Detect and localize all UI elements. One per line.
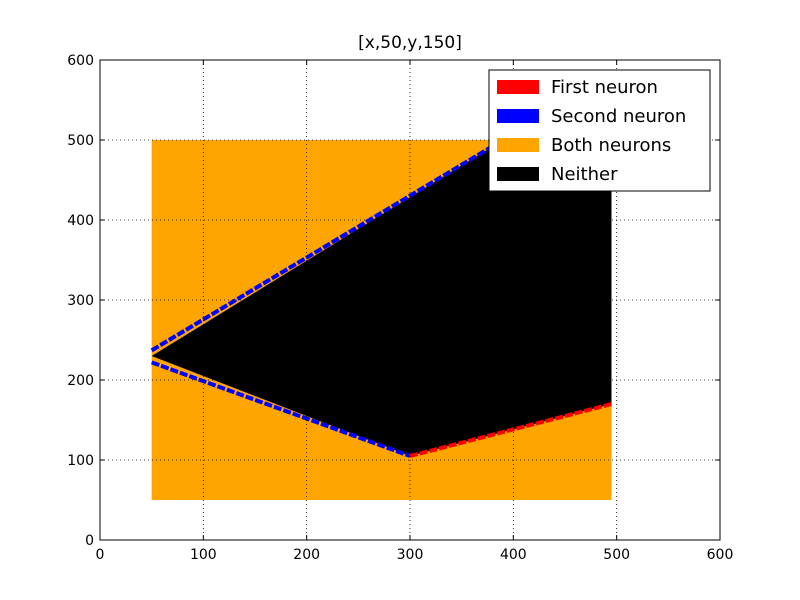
boundary-second-neuron-lower: [150, 360, 411, 458]
boundary-second-neuron-upper: [150, 138, 505, 353]
region-neither: [151, 140, 612, 456]
y-tick-label: 0: [85, 533, 94, 549]
legend-label: Both neurons: [551, 135, 671, 156]
legend-label: Neither: [551, 164, 618, 185]
x-tick-label: 0: [96, 547, 105, 563]
y-tick-label: 400: [67, 213, 94, 229]
chart-title: [x,50,y,150]: [358, 33, 462, 53]
x-tick-label: 200: [293, 547, 320, 563]
x-tick-label: 600: [707, 547, 734, 563]
y-tick-label: 500: [67, 133, 94, 149]
legend-swatch: [497, 80, 539, 94]
legend: First neuron Second neuron Both neurons Nei…: [488, 69, 711, 192]
legend-swatch: [497, 167, 539, 181]
legend-swatch: [497, 138, 539, 152]
y-tick-label: 300: [67, 293, 94, 309]
x-tick-label: 300: [397, 547, 424, 563]
y-tick-label: 600: [67, 53, 94, 69]
x-tick-label: 100: [190, 547, 217, 563]
x-tick-label: 400: [500, 547, 527, 563]
x-tick-label: 500: [603, 547, 630, 563]
legend-swatch: [497, 109, 539, 123]
y-tick-label: 200: [67, 373, 94, 389]
boundary-first-neuron: [409, 402, 612, 458]
y-tick-label: 100: [67, 453, 94, 469]
legend-label: First neuron: [551, 77, 658, 98]
legend-label: Second neuron: [551, 106, 686, 127]
